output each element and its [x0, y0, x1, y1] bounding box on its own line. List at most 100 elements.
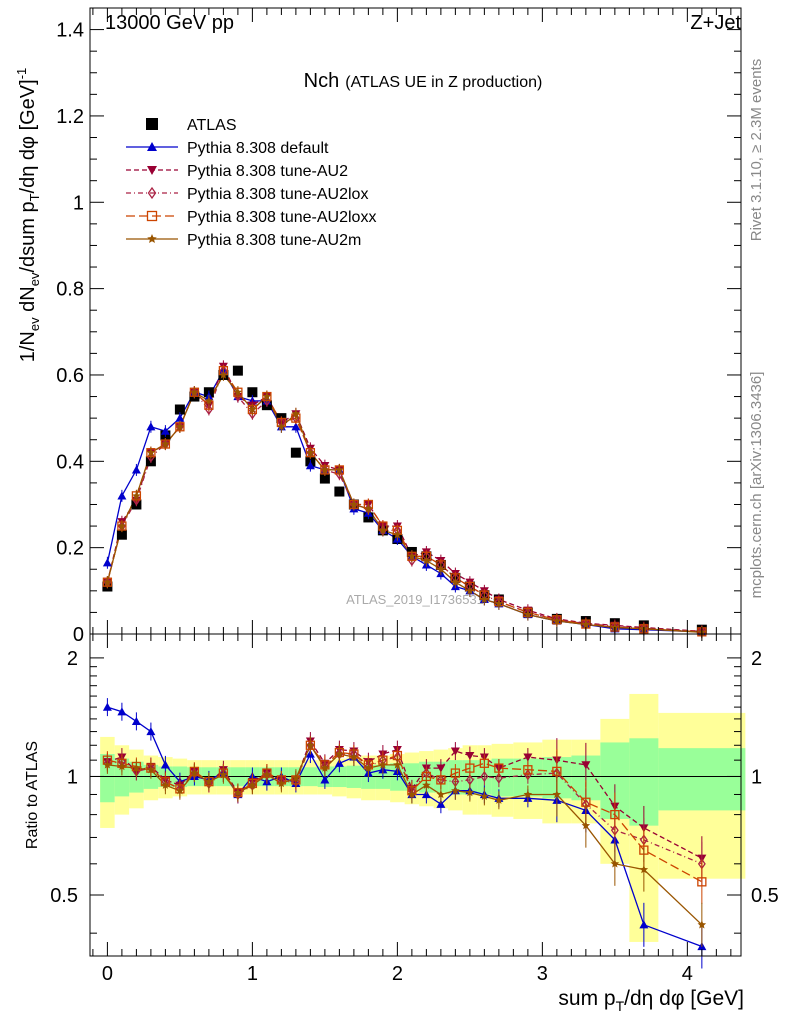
ratio-point — [610, 809, 620, 820]
green-band-bin — [658, 748, 746, 811]
main-point — [581, 620, 591, 629]
ratio-point — [102, 702, 112, 711]
main-point — [320, 465, 330, 474]
ratio-point — [146, 765, 156, 774]
main-point — [219, 370, 228, 379]
ratio-y-tick-label-left: 2 — [67, 648, 78, 670]
ratio-x-tick-label: 1 — [247, 963, 258, 985]
ratio-point — [436, 764, 446, 773]
ratio-point — [335, 749, 344, 758]
main-point — [117, 491, 127, 500]
ratio-point — [639, 920, 649, 929]
ratio-x-tick-label: 0 — [102, 963, 113, 985]
legend-marker — [146, 210, 158, 222]
ratio-line-4 — [107, 743, 703, 926]
ratio-line-2 — [107, 743, 703, 865]
main-y-tick-label: 0.6 — [56, 365, 84, 387]
ratio-uncertainty-bands — [100, 693, 746, 942]
ratio-line-0 — [107, 706, 703, 948]
ratio-point — [160, 760, 170, 769]
main-point — [378, 525, 388, 535]
main-y-tick-label: 1.4 — [56, 20, 84, 42]
ratio-point — [320, 763, 330, 772]
main-point — [131, 465, 141, 474]
title-main-text: Nch — [304, 70, 340, 92]
ratio-point — [364, 763, 373, 772]
main-point — [319, 473, 330, 484]
ratio-point — [436, 799, 446, 808]
ratio-point — [581, 821, 591, 830]
main-point — [248, 405, 257, 414]
legend-entry-label: Pythia 8.308 default — [187, 140, 329, 157]
axis-ticks: 0 0.2 0.4 0.6 0.8 1 1.2 1.4 0 1 2 3 4 0.5 0.5 1 1 2 2 — [50, 8, 779, 985]
main-point — [523, 610, 533, 619]
ratio-y-axis-label: Ratio to ATLAS — [24, 741, 41, 849]
ratio-point — [465, 788, 475, 797]
ratio-point — [450, 747, 460, 756]
ratio-point — [552, 789, 562, 799]
legend-marker — [147, 142, 157, 151]
ratio-x-tick-label: 2 — [392, 963, 403, 985]
legend: ATLAS Pythia 8.308 default Pythia 8.308 tu… — [126, 117, 376, 249]
main-point — [175, 413, 185, 422]
axes-frames — [89, 7, 742, 957]
main-point — [204, 403, 213, 416]
ratio-y-tick-label-right: 0.5 — [751, 885, 779, 907]
ratio-y-tick-label-right: 2 — [751, 648, 762, 670]
main-point — [334, 486, 345, 497]
ratio-point — [697, 920, 707, 929]
ratio-point — [248, 780, 257, 789]
main-point — [291, 409, 301, 418]
ratio-x-tick-label: 4 — [682, 963, 693, 985]
legend-entry-label: ATLAS — [187, 117, 237, 134]
main-point — [117, 521, 127, 530]
ratio-point — [523, 753, 533, 762]
ratio-point — [610, 859, 620, 868]
ratio-point — [306, 740, 315, 749]
main-y-tick-label: 0.2 — [56, 538, 84, 560]
main-point — [335, 465, 344, 474]
ratio-point — [479, 758, 490, 768]
main-point — [102, 558, 112, 567]
ratio-point — [262, 770, 272, 779]
ratio-line-3 — [107, 743, 703, 883]
ratio-point — [219, 770, 228, 779]
mcplots-label: mcplots.cern.ch [arXiv:1306.3436] — [748, 372, 765, 599]
main-point — [494, 599, 504, 608]
ratio-point — [494, 795, 504, 804]
main-point — [552, 616, 562, 625]
main-point — [132, 491, 141, 500]
ratio-x-tick-label: 3 — [537, 963, 548, 985]
main-point — [364, 504, 373, 513]
main-point — [262, 392, 272, 401]
legend-entry-label: Pythia 8.308 tune-AU2m — [187, 232, 361, 249]
main-point — [232, 365, 243, 376]
ratio-point — [450, 768, 461, 778]
ratio-point — [436, 775, 446, 785]
ratio-point — [103, 760, 112, 769]
main-y-tick-label: 0.8 — [56, 279, 84, 301]
main-point — [393, 530, 402, 539]
green-band-bin — [114, 758, 130, 797]
ratio-point — [639, 865, 649, 874]
ratio-point — [291, 773, 301, 782]
ratio-point — [465, 751, 475, 761]
ratio-point — [523, 765, 533, 775]
ratio-point — [697, 877, 707, 887]
main-point — [204, 396, 214, 405]
ratio-point — [190, 768, 199, 777]
main-point — [291, 422, 301, 431]
main-point — [407, 551, 417, 560]
ratio-point — [494, 772, 503, 784]
ratio-point — [131, 716, 141, 725]
ratio-point — [494, 763, 504, 773]
ratio-point — [146, 727, 156, 736]
ratio-point — [349, 752, 359, 761]
x-axis-label: sum pT/dη dφ [GeV] — [558, 987, 744, 1014]
green-band-bin — [100, 754, 115, 803]
main-point — [305, 461, 315, 470]
main-point — [175, 422, 185, 431]
ratio-point — [117, 761, 127, 771]
ratio-y-tick-label-left: 0.5 — [50, 885, 78, 907]
